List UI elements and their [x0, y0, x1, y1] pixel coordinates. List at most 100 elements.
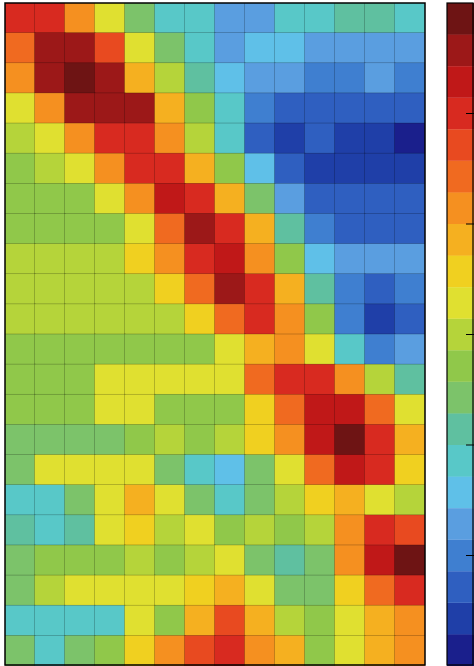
contour-cell — [154, 574, 186, 607]
contour-cell — [304, 544, 336, 577]
contour-cell — [64, 454, 96, 486]
contour-cell — [94, 484, 126, 517]
contour-cell — [64, 92, 96, 125]
contour-cell — [94, 333, 126, 366]
contour-cell — [304, 62, 336, 95]
contour-cell — [214, 544, 246, 577]
contour-cell — [364, 544, 396, 577]
contour-cell — [214, 243, 246, 276]
contour-cell — [244, 544, 276, 577]
contour-cell — [94, 574, 126, 607]
colorbar-segment — [447, 602, 474, 635]
contour-cell — [334, 32, 366, 65]
contour-cell — [34, 92, 66, 125]
colorbar-segment — [447, 129, 474, 161]
contour-cell — [244, 424, 276, 456]
contour-cell — [34, 3, 66, 34]
contour-cell — [94, 3, 126, 34]
contour-cell — [64, 514, 96, 547]
contour-cell — [364, 273, 396, 306]
contour-cell — [274, 604, 306, 637]
contour-cell — [304, 3, 336, 34]
contour-cell — [304, 635, 336, 666]
contour-cell — [34, 514, 66, 547]
contour-cell — [124, 514, 156, 547]
contour-cell — [184, 152, 216, 185]
contour-cell — [5, 393, 36, 426]
contour-cell — [304, 122, 336, 155]
contour-cell — [64, 635, 96, 666]
contour-cell — [334, 213, 366, 245]
contour-cell — [34, 574, 66, 607]
contour-field — [5, 3, 425, 666]
contour-cell — [364, 303, 396, 336]
contour-cell — [394, 3, 425, 34]
contour-cell — [244, 484, 276, 517]
contour-cell — [184, 484, 216, 517]
contour-cell — [304, 32, 336, 65]
colorbar-segment — [447, 192, 474, 224]
contour-cell — [364, 424, 396, 456]
contour-cell — [214, 303, 246, 336]
contour-cell — [274, 303, 306, 336]
contour-cell — [274, 243, 306, 276]
contour-cell — [334, 363, 366, 396]
contour-cell — [124, 363, 156, 396]
contour-cell — [124, 635, 156, 666]
contour-cell — [394, 635, 425, 666]
contour-cell — [154, 152, 186, 185]
contour-cell — [244, 92, 276, 125]
contour-cell — [274, 273, 306, 306]
colorbar-segment — [447, 476, 474, 509]
contour-cell — [364, 454, 396, 486]
contour-cell — [334, 273, 366, 306]
colorbar-segment — [447, 634, 474, 666]
contour-cell — [304, 574, 336, 607]
contour-cell — [364, 604, 396, 637]
contour-cell — [274, 213, 306, 245]
contour-cell — [334, 92, 366, 125]
contour-cell — [34, 243, 66, 276]
contour-cell — [184, 32, 216, 65]
contour-cell — [334, 3, 366, 34]
contour-cell — [214, 32, 246, 65]
contour-cell — [34, 152, 66, 185]
contour-cell — [5, 635, 36, 666]
contour-cell — [34, 303, 66, 336]
contour-cell — [364, 92, 396, 125]
contour-cell — [94, 62, 126, 95]
contour-cell — [214, 635, 246, 666]
contour-cell — [94, 393, 126, 426]
contour-cell — [334, 604, 366, 637]
contour-cell — [244, 122, 276, 155]
contour-cell — [394, 92, 425, 125]
contour-cell — [244, 273, 276, 306]
contour-cell — [304, 273, 336, 306]
contour-cell — [124, 213, 156, 245]
contour-cell — [34, 333, 66, 366]
contour-cell — [274, 3, 306, 34]
contour-cell — [94, 544, 126, 577]
contour-cell — [94, 32, 126, 65]
contour-cell — [184, 273, 216, 306]
contour-cell — [214, 152, 246, 185]
contour-cell — [154, 243, 186, 276]
contour-cell — [154, 363, 186, 396]
contour-cell — [64, 183, 96, 215]
contour-cell — [244, 32, 276, 65]
contour-cell — [394, 213, 425, 245]
contour-cell — [64, 363, 96, 396]
contour-cell — [34, 635, 66, 666]
contour-cell — [124, 62, 156, 95]
colorbar-segment — [447, 287, 474, 319]
contour-cell — [184, 3, 216, 34]
contour-cell — [394, 183, 425, 215]
contour-cell — [304, 484, 336, 517]
contour-cell — [214, 3, 246, 34]
contour-cell — [394, 393, 425, 426]
contour-cell — [214, 484, 246, 517]
contour-cell — [124, 183, 156, 215]
contour-cell — [394, 484, 425, 517]
contour-cell — [184, 213, 216, 245]
contour-cell — [244, 635, 276, 666]
